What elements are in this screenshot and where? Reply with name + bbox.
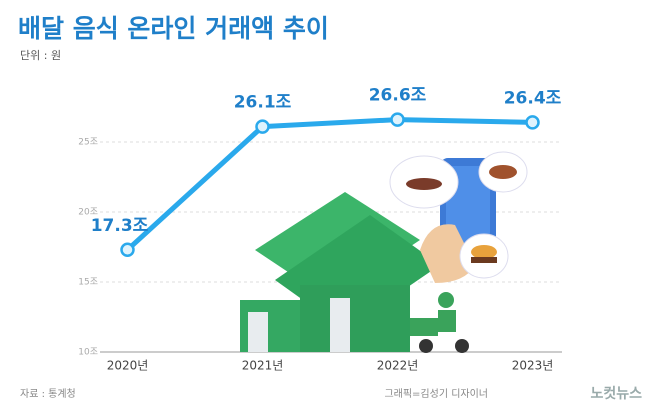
point <box>390 112 405 127</box>
x-tick-label: 2022년 <box>377 359 419 373</box>
point <box>525 115 540 130</box>
y-tick-label: 20조 <box>78 208 98 218</box>
subtitle: 단위 : 원 <box>20 49 61 62</box>
point <box>255 119 270 134</box>
value-label: 26.6조 <box>369 86 427 106</box>
line <box>125 117 533 252</box>
logo: 노컷뉴스 <box>590 385 642 402</box>
x-tick-label: 2020년 <box>107 359 149 373</box>
value-label: 17.3조 <box>91 216 149 236</box>
x-tick-label: 2021년 <box>242 359 284 373</box>
value-label: 26.4조 <box>504 88 562 108</box>
y-tick-label: 15조 <box>78 278 98 288</box>
y-tick-label: 25조 <box>78 138 98 148</box>
source: 자료 : 통계청 <box>20 388 76 400</box>
value-label: 26.1조 <box>234 93 292 113</box>
x-tick-label: 2023년 <box>512 359 554 373</box>
illustration <box>240 151 528 353</box>
credit: 그래픽=김성기 디자이너 <box>384 388 488 400</box>
point <box>120 242 135 258</box>
y-tick-label: 10조 <box>78 348 98 358</box>
chart-title: 배달 음식 온라인 거래액 추이 <box>18 14 329 43</box>
